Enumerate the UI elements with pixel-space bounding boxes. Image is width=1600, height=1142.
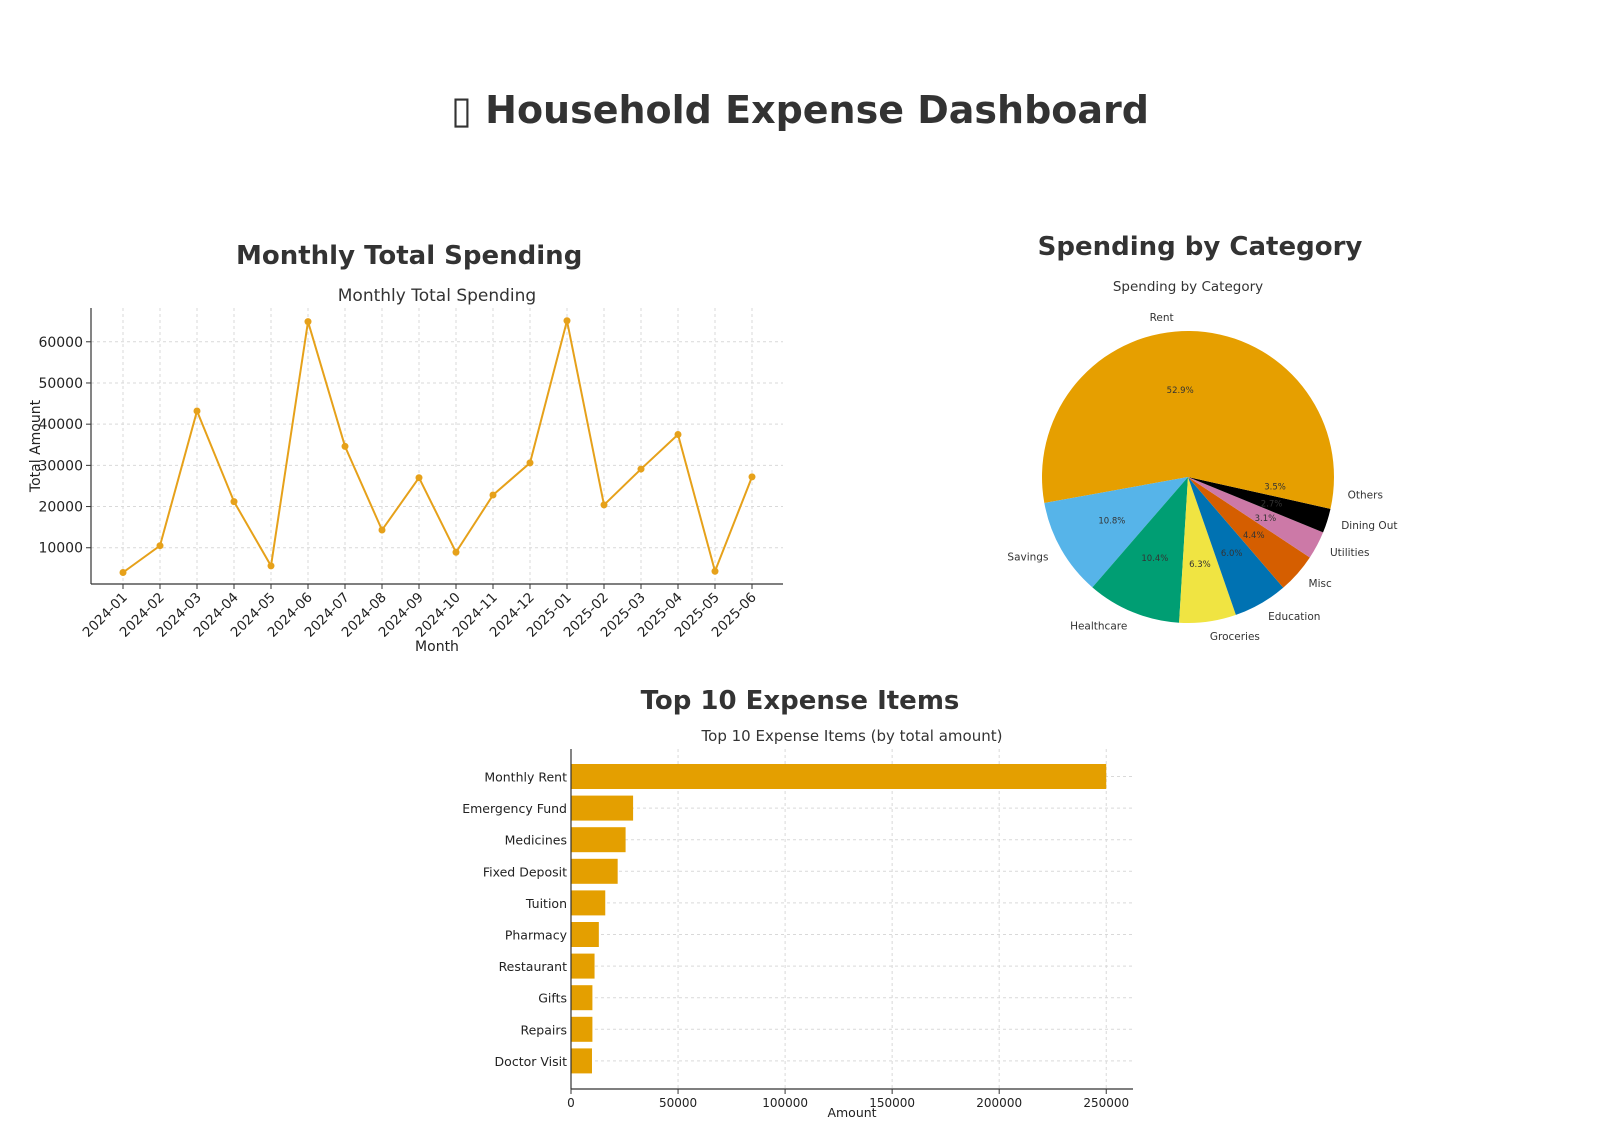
bar-category-label: Gifts bbox=[538, 991, 567, 1006]
top10-bar-chart: Monthly Rent Emergency Fund Medicines Fixed… bbox=[462, 727, 1133, 1120]
bar-restaurant bbox=[571, 953, 595, 979]
bar-x-tick-label: 150000 bbox=[869, 1096, 915, 1110]
line-point bbox=[563, 317, 571, 325]
bar-category-label: Pharmacy bbox=[505, 928, 568, 943]
bar-pharmacy bbox=[571, 922, 599, 947]
line-point bbox=[452, 548, 460, 556]
line-y-tick-label: 40000 bbox=[38, 417, 83, 433]
pie-slice-utilities bbox=[1188, 477, 1324, 558]
pie-pct-label: 3.1% bbox=[1255, 514, 1277, 524]
line-point bbox=[489, 491, 497, 499]
line-y-tick-label: 30000 bbox=[38, 458, 83, 474]
pie-pct-label: 52.9% bbox=[1167, 386, 1194, 396]
pie-slice-rent bbox=[1041, 330, 1334, 503]
bar-x-tick-label: 50000 bbox=[659, 1096, 697, 1110]
bar-emergency-fund bbox=[571, 795, 634, 821]
pie-slice-misc bbox=[1188, 477, 1310, 588]
category-pie-chart: Spending by Category Rent 52.9% Savings 10.8… bbox=[1007, 279, 1397, 643]
pie-pct-label: 6.0% bbox=[1221, 549, 1243, 559]
bar-x-tick-label: 250000 bbox=[1083, 1096, 1129, 1110]
pie-slice-label: Groceries bbox=[1210, 631, 1260, 643]
pie-slice-dining-out bbox=[1188, 477, 1331, 533]
pie-pct-label: 4.4% bbox=[1243, 531, 1265, 541]
line-point bbox=[600, 501, 608, 509]
category-section-title: Spending by Category bbox=[1037, 232, 1363, 262]
bar-monthly-rent bbox=[571, 764, 1107, 789]
bar-category-label: Restaurant bbox=[499, 959, 568, 974]
pie-slice-label: Rent bbox=[1150, 312, 1174, 324]
bar-category-label: Emergency Fund bbox=[462, 801, 567, 816]
pie-pct-label: 6.3% bbox=[1189, 560, 1211, 570]
pie-pct-label: 2.7% bbox=[1261, 499, 1283, 509]
line-point bbox=[415, 474, 423, 482]
line-point bbox=[674, 430, 682, 438]
bar-x-axis-label: Amount bbox=[827, 1105, 876, 1120]
line-point bbox=[230, 498, 238, 506]
line-point bbox=[119, 568, 127, 576]
bar-category-label: Tuition bbox=[525, 896, 567, 911]
pie-slice-label: Dining Out bbox=[1341, 520, 1397, 532]
bar-fixed-deposit bbox=[571, 858, 618, 884]
dashboard-title: ▯ Household Expense Dashboard bbox=[451, 88, 1149, 132]
bar-tuition bbox=[571, 890, 606, 916]
pie-pct-label: 10.4% bbox=[1141, 554, 1168, 564]
bar-category-label: Doctor Visit bbox=[495, 1054, 568, 1069]
line-point bbox=[267, 562, 275, 570]
pie-slice-label: Education bbox=[1268, 611, 1320, 623]
pie-chart-title: Spending by Category bbox=[1113, 279, 1263, 295]
pie-slice-label: Savings bbox=[1007, 551, 1048, 563]
pie-slice-groceries bbox=[1179, 477, 1236, 623]
line-point bbox=[526, 459, 534, 467]
line-point bbox=[637, 465, 645, 473]
bar-x-tick-label: 100000 bbox=[762, 1096, 808, 1110]
pie-pct-label: 3.5% bbox=[1264, 483, 1286, 493]
line-point bbox=[156, 542, 164, 550]
line-chart-title: Monthly Total Spending bbox=[338, 286, 536, 306]
line-point bbox=[341, 442, 349, 450]
pie-slice-label: Others bbox=[1348, 490, 1383, 502]
bar-medicines bbox=[571, 827, 626, 853]
pie-slice-label: Utilities bbox=[1330, 547, 1370, 559]
pie-slice-label: Healthcare bbox=[1070, 621, 1127, 633]
bar-category-label: Repairs bbox=[520, 1022, 567, 1037]
line-series bbox=[122, 320, 753, 575]
line-point bbox=[711, 567, 719, 575]
pie-pct-label: 10.8% bbox=[1098, 516, 1125, 526]
bar-x-tick-label: 0 bbox=[567, 1096, 575, 1110]
line-y-tick-label: 20000 bbox=[38, 500, 83, 516]
line-point bbox=[304, 318, 312, 326]
bar-x-tick-label: 200000 bbox=[976, 1096, 1022, 1110]
pie-slice-label: Misc bbox=[1309, 578, 1332, 590]
line-y-tick-label: 60000 bbox=[38, 335, 83, 351]
pie-slice-others bbox=[1188, 477, 1334, 509]
top10-section-title: Top 10 Expense Items bbox=[640, 686, 960, 716]
pie-slice-savings bbox=[1044, 477, 1188, 588]
line-y-tick-label: 50000 bbox=[38, 376, 83, 392]
bar-gifts bbox=[571, 985, 593, 1011]
line-x-axis-label: Month bbox=[415, 639, 459, 655]
monthly-line-chart: 1000020000300004000050000600002024-01202… bbox=[28, 286, 783, 655]
bar-doctor-visit bbox=[571, 1048, 592, 1074]
bar-category-label: Fixed Deposit bbox=[483, 864, 567, 879]
bar-chart-title: Top 10 Expense Items (by total amount) bbox=[701, 727, 1003, 745]
bar-repairs bbox=[571, 1016, 593, 1042]
line-y-axis-label: Total Amount bbox=[28, 399, 44, 493]
line-point bbox=[193, 407, 201, 415]
line-point bbox=[748, 473, 756, 481]
bar-category-label: Monthly Rent bbox=[484, 770, 567, 785]
pie-slice-healthcare bbox=[1092, 477, 1188, 623]
line-y-tick-label: 10000 bbox=[38, 541, 83, 557]
line-point bbox=[378, 526, 386, 534]
monthly-section-title: Monthly Total Spending bbox=[236, 241, 583, 271]
bar-category-label: Medicines bbox=[505, 833, 567, 848]
pie-slice-education bbox=[1188, 477, 1284, 615]
